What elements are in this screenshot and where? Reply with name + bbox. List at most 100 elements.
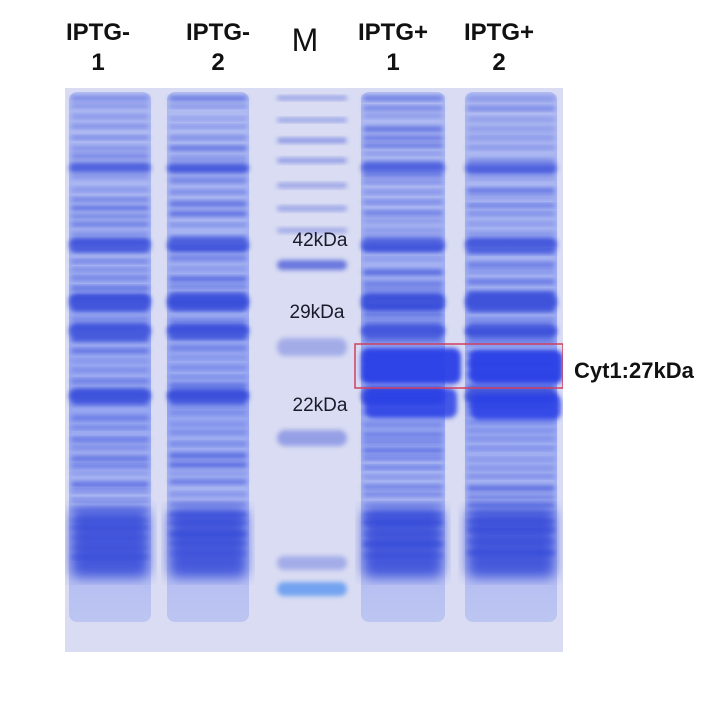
faint-band [169,177,247,184]
marker-band [277,183,347,188]
faint-band [71,96,149,101]
strong-band [167,238,249,252]
faint-band [71,316,149,322]
faint-band [71,113,149,120]
faint-band [363,338,443,343]
faint-band [467,231,555,237]
faint-band [71,222,149,227]
marker-band [277,228,347,233]
faint-band [467,126,555,132]
faint-band [467,195,555,199]
faint-band [71,231,149,238]
faint-band [363,439,443,444]
faint-band [71,153,149,159]
faint-band [363,475,443,479]
faint-band [467,279,555,285]
marker-band [277,206,347,211]
faint-band [363,502,443,508]
faint-band [363,288,443,294]
gel-bands [65,88,563,652]
faint-band [71,267,149,272]
faint-band [363,126,443,132]
faint-band [71,348,149,354]
faint-band [363,492,443,497]
lane-header-line2: 1 [91,49,105,76]
low-mw-smear [467,508,555,578]
faint-band [71,455,149,462]
faint-band [467,317,555,322]
strong-band [69,323,151,339]
marker-band [277,582,347,596]
faint-band [71,145,149,151]
faint-band [169,200,247,207]
faint-band [467,221,555,226]
faint-band [467,117,555,122]
lane-header-iptg-minus-1: IPTG- 1 [53,18,143,78]
faint-band [71,481,149,488]
faint-band [363,151,443,156]
low-mw-smear [169,508,247,578]
faint-band [363,180,443,184]
faint-band [467,96,555,102]
faint-band [169,266,247,271]
faint-band [71,471,149,475]
faint-band [169,125,247,129]
faint-band [169,442,247,446]
strong-band [365,388,457,418]
faint-band [169,462,247,468]
faint-band [467,145,555,150]
lane-header-line2: 2 [492,49,506,76]
strong-band [69,388,151,404]
faint-band [467,485,555,492]
faint-band [467,502,555,508]
faint-band [169,355,247,360]
faint-band [71,425,149,430]
faint-band [467,338,555,345]
faint-band [467,457,555,462]
faint-band [467,474,555,479]
faint-band [169,135,247,140]
faint-band [71,103,149,109]
strong-band [361,163,445,173]
strong-band [361,323,445,339]
protein-bands [69,96,563,596]
faint-band [467,428,555,433]
strong-band [69,163,151,173]
strong-band [167,388,249,404]
strong-band [465,238,557,252]
faint-band [71,135,149,140]
faint-band [363,190,443,194]
strong-band [361,293,445,311]
faint-band [169,365,247,370]
faint-band [169,501,247,507]
faint-band [169,116,247,121]
faint-band [363,228,443,233]
marker-band [277,118,347,122]
faint-band [71,286,149,291]
faint-band [467,106,555,111]
faint-band [169,276,247,282]
faint-band [169,409,247,416]
marker-band [277,260,347,270]
faint-band [363,218,443,223]
lane-header-line1: IPTG- [66,19,130,46]
faint-band [363,431,443,438]
low-mw-smear [71,508,149,578]
faint-band [169,492,247,497]
faint-band [169,255,247,262]
marker-label-29kda: 29kDa [289,302,345,323]
marker-band [277,338,347,356]
faint-band [363,172,443,178]
marker-band [277,158,347,163]
faint-band [169,223,247,227]
faint-band [363,210,443,216]
faint-band [363,422,443,428]
faint-band [169,452,247,459]
faint-band [363,135,443,141]
strong-band [471,394,561,420]
faint-band [71,415,149,421]
cyt1-band-label: Cyt1:27kDa [574,358,694,383]
faint-band [467,211,555,216]
strong-band [167,323,249,339]
faint-band [169,104,247,108]
